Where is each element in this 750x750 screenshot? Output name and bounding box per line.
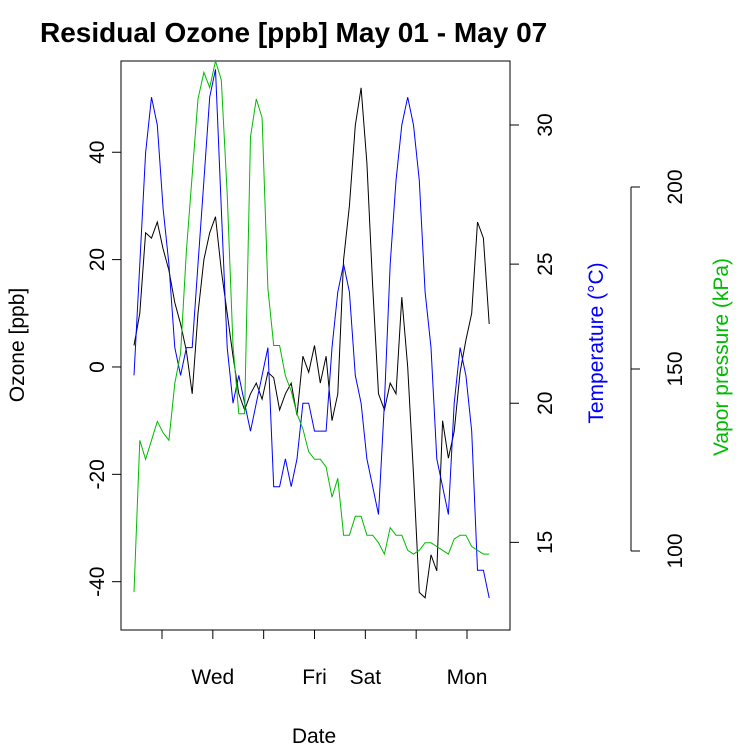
y-axis-temperature: 15 20 25 30 — [509, 113, 557, 554]
y-axis-label-temperature: Temperature (°C) — [585, 262, 608, 423]
y-tick-label: 25 — [534, 252, 557, 275]
y-tick-label: 20 — [86, 248, 109, 271]
x-tick-label: Fri — [302, 666, 327, 689]
x-tick-label: Sat — [350, 666, 382, 689]
y-tick-label: 200 — [664, 169, 687, 204]
y-axis-label-vapor-pressure: Vapor pressure (kPa) — [710, 258, 733, 456]
y-axis-vapor-pressure: 100 150 200 — [630, 169, 687, 569]
y-tick-label: 40 — [86, 141, 109, 164]
y-tick-label: 15 — [534, 531, 557, 554]
series-layer — [133, 59, 490, 599]
chart-title: Residual Ozone [ppb] May 01 - May 07 — [40, 17, 547, 48]
y-tick-label: 150 — [664, 351, 687, 386]
series-line-temp — [133, 69, 490, 599]
x-tick-label: Wed — [191, 666, 234, 689]
y-tick-label: 100 — [664, 533, 687, 568]
y-tick-label: -20 — [86, 459, 109, 489]
y-tick-label: 0 — [86, 361, 109, 373]
series-line-ozone — [133, 87, 490, 599]
y-axis-ozone: -40 -20 0 20 40 — [86, 141, 122, 597]
y-axis-label-ozone: Ozone [ppb] — [6, 288, 29, 402]
series-line-vp — [133, 59, 490, 593]
x-axis: Wed Fri Sat Mon — [161, 629, 488, 689]
y-tick-label: -40 — [86, 567, 109, 597]
y-tick-label: 20 — [534, 392, 557, 415]
x-axis-label: Date — [292, 725, 336, 748]
x-tick-label: Mon — [447, 666, 488, 689]
y-tick-label: 30 — [534, 113, 557, 136]
